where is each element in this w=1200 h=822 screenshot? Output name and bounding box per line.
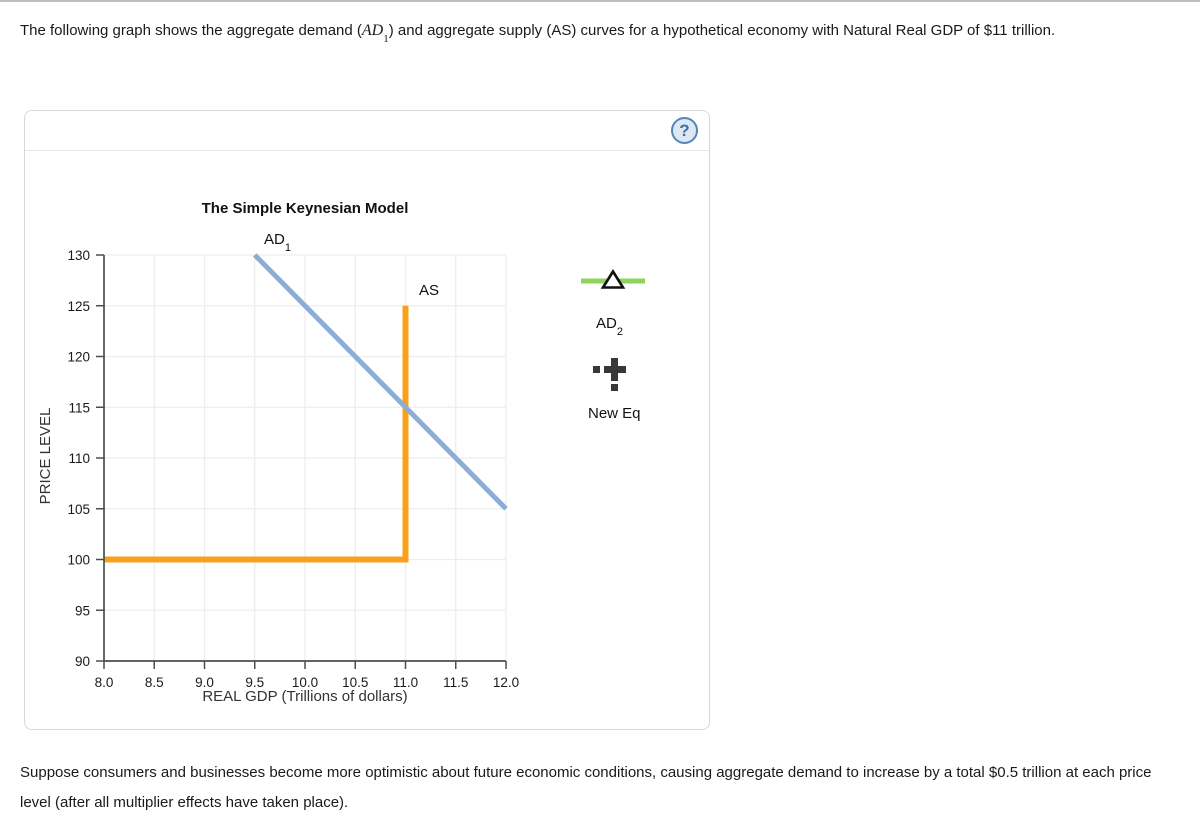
svg-text:12.0: 12.0: [493, 675, 519, 690]
panel-header: ?: [25, 111, 709, 151]
svg-text:130: 130: [67, 248, 90, 263]
svg-text:90: 90: [75, 654, 90, 669]
svg-text:115: 115: [68, 400, 90, 415]
svg-text:110: 110: [68, 451, 90, 466]
question-mark-icon: ?: [679, 121, 690, 140]
svg-text:100: 100: [67, 553, 90, 568]
new-eq-point-tool[interactable]: [593, 354, 627, 397]
svg-text:125: 125: [67, 299, 90, 314]
as-curve-label: AS: [419, 282, 440, 299]
help-button[interactable]: ?: [671, 117, 698, 144]
ad2-line-tool[interactable]: [581, 269, 645, 298]
chart-title: The Simple Keynesian Model: [201, 200, 409, 217]
svg-text:120: 120: [67, 350, 90, 365]
svg-text:95: 95: [75, 603, 90, 618]
dashed-cross-icon: [593, 358, 626, 391]
followup-text: Suppose consumers and businesses become …: [20, 764, 1152, 811]
svg-text:11.0: 11.0: [393, 675, 418, 690]
svg-text:105: 105: [67, 502, 90, 517]
intro-text: The following graph shows the aggregate …: [20, 16, 1178, 51]
svg-text:9.5: 9.5: [245, 675, 264, 690]
svg-text:10.0: 10.0: [292, 675, 318, 690]
y-axis-label: PRICE LEVEL: [37, 407, 54, 505]
svg-text:8.5: 8.5: [145, 675, 164, 690]
intro-text-after: ) and aggregate supply (AS) curves for a…: [388, 22, 1056, 39]
intro-text-before: The following graph shows the aggregate …: [20, 22, 362, 39]
new-eq-tool-label: New Eq: [588, 405, 641, 422]
ad1-curve-label: AD1: [264, 231, 291, 254]
svg-text:9.0: 9.0: [195, 675, 214, 690]
intro-math-ad1: AD1: [361, 22, 389, 46]
svg-text:11.5: 11.5: [443, 675, 468, 690]
x-axis-label: REAL GDP (Trillions of dollars): [202, 688, 408, 705]
ad2-tool-label: AD2: [596, 315, 623, 338]
graph-panel: ? The Simple Keynesian Model 90 95 100 105 1…: [24, 110, 710, 730]
chart-canvas: 90 95 100 105 110 115 120 125 130 8.0 8.5 9.0 9.5 10.…: [67, 248, 519, 690]
page-top-border: [0, 0, 1200, 2]
triangle-marker-icon: [600, 269, 626, 289]
ad2-line-icon: [581, 269, 645, 289]
svg-text:10.5: 10.5: [342, 675, 368, 690]
svg-text:8.0: 8.0: [95, 675, 114, 690]
